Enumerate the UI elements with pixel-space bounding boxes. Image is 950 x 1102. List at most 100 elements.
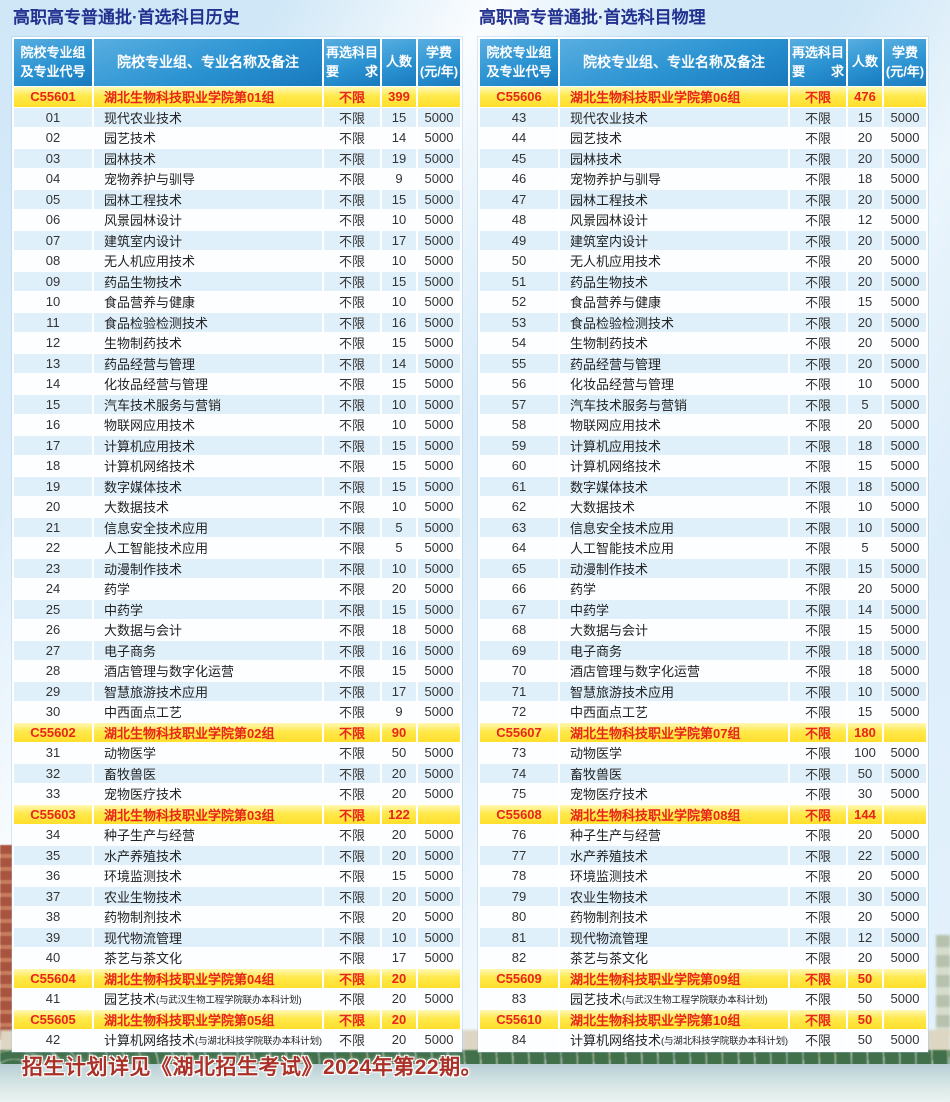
enrollment-count: 9 — [382, 702, 416, 722]
major-name: 环境监测技术 — [560, 866, 788, 886]
major-code: 12 — [14, 333, 92, 353]
name-text: 食品营养与健康 — [104, 295, 196, 311]
major-row: 66 药学 不限 20 5000 — [480, 579, 926, 599]
major-name: 中西面点工艺 — [94, 702, 322, 722]
major-code: 05 — [14, 189, 92, 209]
major-row: 64 人工智能技术应用 不限 5 5000 — [480, 538, 926, 558]
tuition-fee: 5000 — [884, 128, 926, 148]
tuition-fee: 5000 — [418, 107, 460, 127]
enrollment-count: 10 — [848, 681, 882, 701]
group-header-row: C55602 湖北生物科技职业学院第02组 不限 90 — [14, 722, 460, 742]
enrollment-count: 10 — [848, 517, 882, 537]
subject-requirement: 不限 — [790, 1030, 846, 1050]
major-code: 16 — [14, 415, 92, 435]
subject-requirement: 不限 — [324, 640, 380, 660]
group-name: 湖北生物科技职业学院第09组 — [560, 968, 788, 988]
tuition-fee: 5000 — [884, 681, 926, 701]
subject-requirement: 不限 — [790, 722, 846, 742]
subject-requirement: 不限 — [790, 784, 846, 804]
major-code: 64 — [480, 538, 558, 558]
group-code: C55603 — [14, 804, 92, 824]
tuition-fee — [418, 1009, 460, 1029]
major-row: 75 宠物医疗技术 不限 30 5000 — [480, 784, 926, 804]
major-code: 61 — [480, 476, 558, 496]
major-row: 01 现代农业技术 不限 15 5000 — [14, 107, 460, 127]
tuition-fee: 5000 — [418, 189, 460, 209]
subject-requirement: 不限 — [324, 415, 380, 435]
enrollment-count: 30 — [848, 784, 882, 804]
name-text: 大数据与会计 — [104, 623, 183, 639]
major-row: 10 食品营养与健康 不限 10 5000 — [14, 292, 460, 312]
name-text: 园艺技术 — [104, 992, 157, 1008]
header-code-cell: 院校专业组 及专业代号 — [14, 39, 92, 86]
header-fee-cell: 学费 (元/年) — [418, 39, 460, 86]
tuition-fee — [884, 87, 926, 107]
enrollment-count: 20 — [382, 968, 416, 988]
subject-requirement: 不限 — [324, 271, 380, 291]
subject-requirement: 不限 — [324, 681, 380, 701]
enrollment-count: 20 — [382, 784, 416, 804]
subject-requirement: 不限 — [324, 148, 380, 168]
enrollment-count: 20 — [848, 415, 882, 435]
campus-photo-right-sliver — [936, 935, 950, 1035]
tuition-fee: 5000 — [884, 661, 926, 681]
tuition-fee: 5000 — [884, 148, 926, 168]
major-row: 62 大数据技术 不限 10 5000 — [480, 497, 926, 517]
enrollment-count: 10 — [382, 210, 416, 230]
subject-requirement: 不限 — [790, 128, 846, 148]
name-text: 动物医学 — [570, 746, 623, 762]
subject-requirement: 不限 — [324, 968, 380, 988]
major-code: 40 — [14, 948, 92, 968]
name-text: 人工智能技术应用 — [570, 541, 675, 557]
tuition-fee: 5000 — [418, 128, 460, 148]
group-name: 湖北生物科技职业学院第03组 — [94, 804, 322, 824]
subject-requirement: 不限 — [790, 845, 846, 865]
major-name: 茶艺与茶文化 — [94, 948, 322, 968]
enrollment-count: 20 — [382, 845, 416, 865]
subject-requirement: 不限 — [324, 456, 380, 476]
major-code: 62 — [480, 497, 558, 517]
subject-requirement: 不限 — [324, 538, 380, 558]
major-name: 大数据技术 — [94, 497, 322, 517]
major-code: 44 — [480, 128, 558, 148]
enrollment-count: 20 — [848, 271, 882, 291]
major-name: 人工智能技术应用 — [94, 538, 322, 558]
major-row: 50 无人机应用技术 不限 20 5000 — [480, 251, 926, 271]
major-name: 园艺技术 (与武汉生物工程学院联办本科计划) — [560, 989, 788, 1009]
photo-lake-water — [0, 1064, 950, 1102]
major-name: 茶艺与茶文化 — [560, 948, 788, 968]
subject-requirement: 不限 — [790, 927, 846, 947]
major-name: 园艺技术 (与武汉生物工程学院联办本科计划) — [94, 989, 322, 1009]
joint-program-note: (与湖北科技学院联办本科计划) — [195, 1035, 322, 1047]
enrollment-count: 20 — [382, 763, 416, 783]
name-text: 现代物流管理 — [570, 930, 649, 946]
major-name: 信息安全技术应用 — [560, 517, 788, 537]
major-row: 77 水产养殖技术 不限 22 5000 — [480, 845, 926, 865]
tuition-fee: 5000 — [418, 292, 460, 312]
major-name: 数字媒体技术 — [560, 476, 788, 496]
major-code: 56 — [480, 374, 558, 394]
major-name: 大数据与会计 — [94, 620, 322, 640]
major-code: 57 — [480, 394, 558, 414]
subject-requirement: 不限 — [324, 702, 380, 722]
name-text: 药品生物技术 — [570, 274, 649, 290]
major-code: 38 — [14, 907, 92, 927]
major-name: 汽车技术服务与营销 — [94, 394, 322, 414]
tuition-fee: 5000 — [418, 558, 460, 578]
major-row: 38 药物制剂技术 不限 20 5000 — [14, 907, 460, 927]
major-code: 84 — [480, 1030, 558, 1050]
major-code: 11 — [14, 312, 92, 332]
name-text: 湖北生物科技职业学院第02组 — [104, 725, 275, 741]
enrollment-count: 18 — [848, 661, 882, 681]
major-code: 35 — [14, 845, 92, 865]
enrollment-count: 15 — [382, 107, 416, 127]
major-name: 电子商务 — [94, 640, 322, 660]
major-code: 26 — [14, 620, 92, 640]
enrollment-count: 100 — [848, 743, 882, 763]
enrollment-count: 15 — [848, 107, 882, 127]
enrollment-count: 15 — [382, 271, 416, 291]
major-row: 82 茶艺与茶文化 不限 20 5000 — [480, 948, 926, 968]
major-name: 药物制剂技术 — [94, 907, 322, 927]
name-text: 计算机网络技术 — [104, 459, 196, 475]
name-text: 动漫制作技术 — [570, 561, 649, 577]
